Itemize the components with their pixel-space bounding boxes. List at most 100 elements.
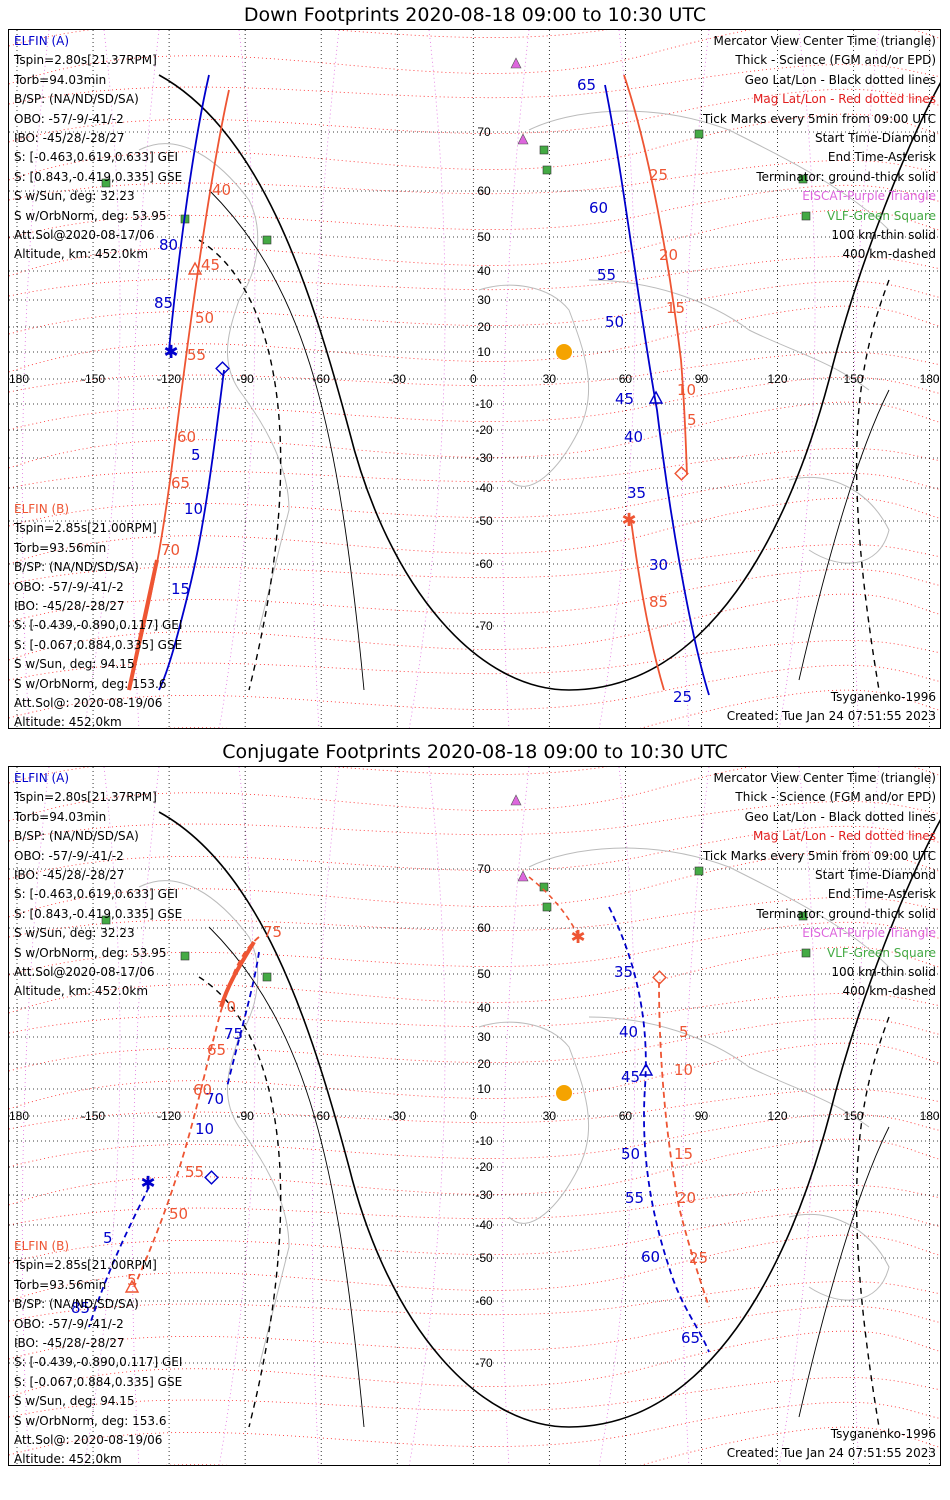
elfin-a-info: ELFIN (A) Tspin=2.80s[21.37RPM] Torb=94.… bbox=[14, 769, 182, 1002]
elfin-a-line: OBO: -57/-9/-41/-2 bbox=[14, 848, 124, 863]
lon-tick-label: 120 bbox=[767, 372, 787, 386]
elfin-b-start-diamond bbox=[652, 970, 667, 985]
lon-tick-label: 180 bbox=[920, 1109, 940, 1123]
mag-lat-line bbox=[9, 825, 940, 880]
mag-lat-line bbox=[9, 1305, 940, 1360]
mag-lat-line bbox=[9, 1042, 940, 1110]
vlf-station-square bbox=[801, 948, 811, 958]
legend-line: Thick - Science (FGM and/or EPD) bbox=[735, 790, 936, 805]
lon-tick-label: -120 bbox=[157, 1109, 181, 1123]
vlf-station-square bbox=[180, 951, 190, 961]
elfin-b-line: Torb=93.56min bbox=[14, 540, 107, 555]
elfin-a-line: S w/OrbNorm, deg: 53.95 bbox=[14, 945, 167, 960]
elfin-b-line: Tspin=2.85s[21.00RPM] bbox=[14, 521, 157, 536]
elfin-b-line: OBO: -57/-9/-41/-2 bbox=[14, 1316, 124, 1331]
elfin-a-line: IBO: -45/28/-28/27 bbox=[14, 130, 125, 145]
legend-line: Mercator View Center Time (triangle) bbox=[713, 771, 936, 785]
elfin-a-line: B/SP: (NA/ND/SD/SA) bbox=[14, 829, 139, 844]
elfin-b-tick-label: 20 bbox=[677, 1189, 696, 1207]
elfin-a-tick-label: 25 bbox=[673, 688, 692, 706]
elfin-a-line: S: [-0.463,0.619,0.633] GEI bbox=[14, 887, 179, 902]
lon-tick-label: -30 bbox=[389, 1109, 407, 1123]
elfin-a-tick-label: 40 bbox=[624, 428, 643, 446]
lon-tick-label: -90 bbox=[236, 1109, 254, 1123]
elfin-b-tick-label: 25 bbox=[649, 166, 668, 184]
lat-tick-label: -50 bbox=[475, 1251, 493, 1265]
elfin-b-line: S w/OrbNorm, deg: 153.6 bbox=[14, 1413, 167, 1428]
altitude-400km-line bbox=[198, 976, 282, 1428]
elfin-b-line: Att.Sol@: 2020-08-19/06 bbox=[14, 1432, 163, 1447]
elfin-b-line: S: [-0.067,0.884,0.335] GSE bbox=[14, 637, 183, 652]
legend-line: Tick Marks every 5min from 09:00 UTC bbox=[702, 111, 936, 126]
terminator-line bbox=[158, 811, 940, 1428]
lon-tick-label: 90 bbox=[695, 1109, 709, 1123]
elfin-a-line: B/SP: (NA/ND/SD/SA) bbox=[14, 92, 139, 107]
legend: Mercator View Center Time (triangle) Thi… bbox=[703, 32, 936, 265]
elfin-a-line: Tspin=2.80s[21.37RPM] bbox=[14, 790, 157, 805]
elfin-a-center-triangle bbox=[638, 1062, 654, 1076]
elfin-a-tick-label: 15 bbox=[171, 580, 190, 598]
lat-tick-label: -50 bbox=[475, 514, 493, 528]
altitude-400km-line bbox=[198, 239, 282, 691]
elfin-a-center-triangle bbox=[648, 390, 664, 404]
elfin-a-tick-label: 65 bbox=[681, 1329, 700, 1347]
elfin-a-track bbox=[608, 906, 710, 1353]
elfin-a-line: Att.Sol@2020-08-17/06 bbox=[14, 227, 155, 242]
legend-line: VLF-Green Square bbox=[827, 208, 936, 223]
elfin-b-tick-label: 10 bbox=[674, 1061, 693, 1079]
vlf-station-square bbox=[798, 911, 808, 921]
elfin-a-tick-label: 60 bbox=[589, 199, 608, 217]
elfin-b-track bbox=[623, 74, 688, 476]
elfin-a-tick-label: 80 bbox=[159, 236, 178, 254]
lon-tick-label: -150 bbox=[81, 372, 105, 386]
created-date: Created: Tue Jan 24 07:51:55 2023 bbox=[726, 1446, 936, 1461]
lon-tick-label: 30 bbox=[543, 1109, 557, 1123]
panel1-title: Down Footprints 2020-08-18 09:00 to 10:3… bbox=[243, 4, 707, 26]
elfin-b-line: S: [-0.439,-0.890,0.117] GEI bbox=[14, 618, 183, 633]
elfin-a-line: Altitude, km: 452.0km bbox=[14, 247, 149, 262]
mag-lat-line bbox=[9, 664, 940, 719]
elfin-b-heading: ELFIN (B) bbox=[14, 502, 70, 516]
elfin-a-line: OBO: -57/-9/-41/-2 bbox=[14, 111, 124, 126]
elfin-b-line: S: [-0.439,-0.890,0.117] GEI bbox=[14, 1355, 183, 1370]
mag-lat-line bbox=[9, 280, 940, 335]
lat-tick-label: 40 bbox=[477, 264, 491, 278]
vlf-station-square bbox=[542, 902, 552, 912]
elfin-a-tick-label: 65 bbox=[577, 76, 596, 94]
vlf-station-square bbox=[539, 145, 549, 155]
legend-line: Terminator: ground-thick solid bbox=[756, 906, 936, 921]
elfin-b-line: S w/Sun, deg: 94.15 bbox=[14, 657, 135, 672]
lat-tick-label: 20 bbox=[477, 320, 491, 334]
lon-tick-label: -30 bbox=[389, 372, 407, 386]
elfin-b-tick-label: 45 bbox=[201, 256, 220, 274]
coastline bbox=[788, 1213, 890, 1301]
elfin-a-info: ELFIN (A) Tspin=2.80s[21.37RPM] Torb=94.… bbox=[14, 32, 182, 265]
elfin-a-line: S w/OrbNorm, deg: 53.95 bbox=[14, 208, 167, 223]
coastline bbox=[478, 1021, 590, 1224]
elfin-b-end-asterisk: ✱ bbox=[570, 927, 585, 948]
elfin-a-line: S: [0.843,-0.419,0.335] GSE bbox=[14, 169, 183, 184]
elfin-b-line: S w/Sun, deg: 94.15 bbox=[14, 1394, 135, 1409]
vlf-station-square bbox=[101, 178, 111, 188]
eiscat-station-triangle bbox=[510, 57, 522, 69]
elfin-a-start-diamond bbox=[204, 1170, 219, 1185]
mag-lat-line bbox=[9, 305, 940, 373]
legend-line: Start Time-Diamond bbox=[814, 130, 936, 145]
elfin-a-tick-label: 55 bbox=[625, 1189, 644, 1207]
elfin-b-tick-label: 75 bbox=[263, 923, 282, 941]
elfin-a-tick-label: 60 bbox=[641, 1248, 660, 1266]
panel2-title: Conjugate Footprints 2020-08-18 09:00 to… bbox=[222, 741, 728, 763]
coastline bbox=[478, 284, 590, 487]
legend-line: 400 km-dashed bbox=[842, 984, 936, 999]
elfin-b-info: ELFIN (B) Tspin=2.85s[21.00RPM] Torb=93.… bbox=[14, 1237, 183, 1465]
lon-tick-label: 150 bbox=[844, 1109, 864, 1123]
lon-tick-label: 0 bbox=[470, 1109, 477, 1123]
elfin-a-track bbox=[168, 74, 210, 351]
mag-lon-line bbox=[501, 30, 530, 728]
vlf-station-square bbox=[694, 129, 704, 139]
elfin-b-center-triangle bbox=[187, 261, 203, 275]
elfin-a-tick-label: 55 bbox=[597, 266, 616, 284]
mag-lat-line bbox=[9, 88, 940, 143]
lat-tick-label: 30 bbox=[477, 1030, 491, 1044]
mag-lon-line bbox=[408, 767, 446, 1465]
